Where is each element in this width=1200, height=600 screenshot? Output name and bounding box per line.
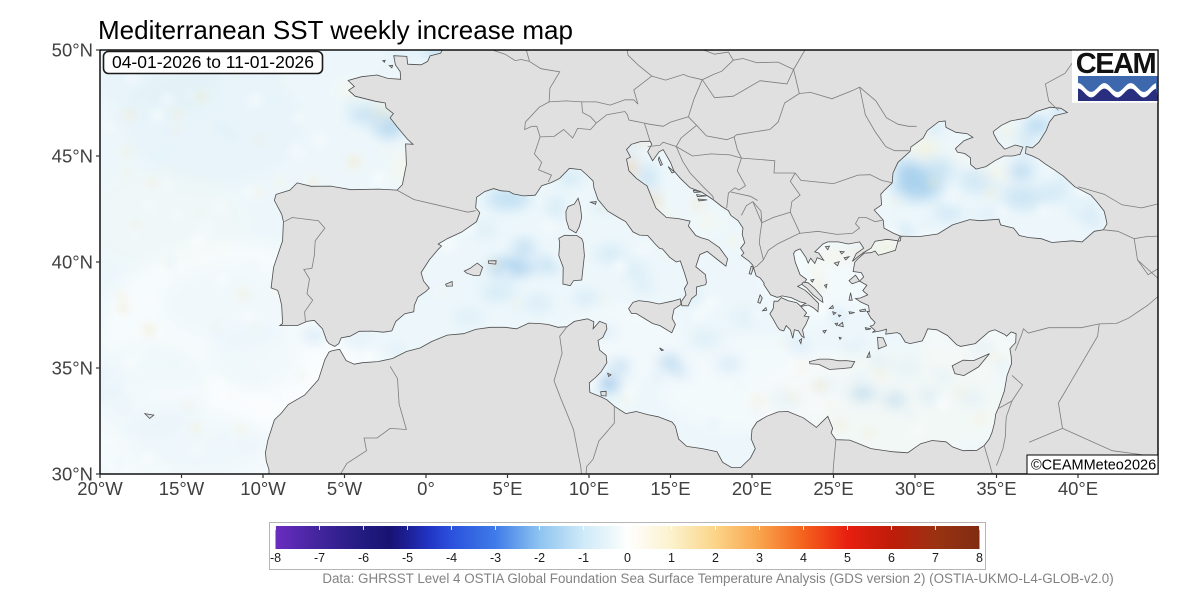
svg-text:Data: GHRSST Level 4 OSTIA Glo: Data: GHRSST Level 4 OSTIA Global Founda…	[322, 571, 1113, 586]
svg-text:10°W: 10°W	[240, 478, 286, 499]
svg-text:0°: 0°	[417, 478, 435, 499]
svg-text:5: 5	[844, 551, 851, 565]
svg-text:4: 4	[800, 551, 807, 565]
svg-text:35°E: 35°E	[976, 478, 1016, 499]
svg-text:5°E: 5°E	[492, 478, 522, 499]
svg-text:-8: -8	[270, 551, 281, 565]
svg-text:15°W: 15°W	[159, 478, 205, 499]
svg-text:20°W: 20°W	[77, 478, 123, 499]
svg-text:-2: -2	[534, 551, 545, 565]
svg-text:30°N: 30°N	[52, 464, 93, 485]
svg-text:-1: -1	[578, 551, 589, 565]
svg-text:45°N: 45°N	[52, 146, 93, 167]
svg-text:-6: -6	[358, 551, 369, 565]
svg-text:2: 2	[712, 551, 719, 565]
svg-text:5°W: 5°W	[327, 478, 363, 499]
svg-text:7: 7	[932, 551, 939, 565]
svg-text:15°E: 15°E	[650, 478, 690, 499]
svg-text:-4: -4	[446, 551, 457, 565]
svg-text:40°N: 40°N	[52, 252, 93, 273]
svg-text:3: 3	[756, 551, 763, 565]
svg-text:25°E: 25°E	[813, 478, 853, 499]
svg-text:40°E: 40°E	[1058, 478, 1098, 499]
svg-text:-3: -3	[490, 551, 501, 565]
svg-text:Mediterranean SST weekly incre: Mediterranean SST weekly increase map	[98, 15, 573, 45]
svg-text:1: 1	[668, 551, 675, 565]
svg-text:CEAM: CEAM	[1076, 48, 1156, 80]
svg-text:30°E: 30°E	[895, 478, 935, 499]
svg-text:8: 8	[976, 551, 983, 565]
svg-text:-7: -7	[314, 551, 325, 565]
svg-text:-5: -5	[402, 551, 413, 565]
svg-text:35°N: 35°N	[52, 358, 93, 379]
svg-text:04-01-2026 to 11-01-2026: 04-01-2026 to 11-01-2026	[112, 52, 314, 72]
svg-text:50°N: 50°N	[52, 40, 93, 61]
svg-text:10°E: 10°E	[569, 478, 609, 499]
svg-text:6: 6	[888, 551, 895, 565]
svg-text:©CEAMMeteo2026: ©CEAMMeteo2026	[1031, 458, 1156, 474]
svg-text:20°E: 20°E	[732, 478, 772, 499]
svg-text:0: 0	[624, 551, 631, 565]
